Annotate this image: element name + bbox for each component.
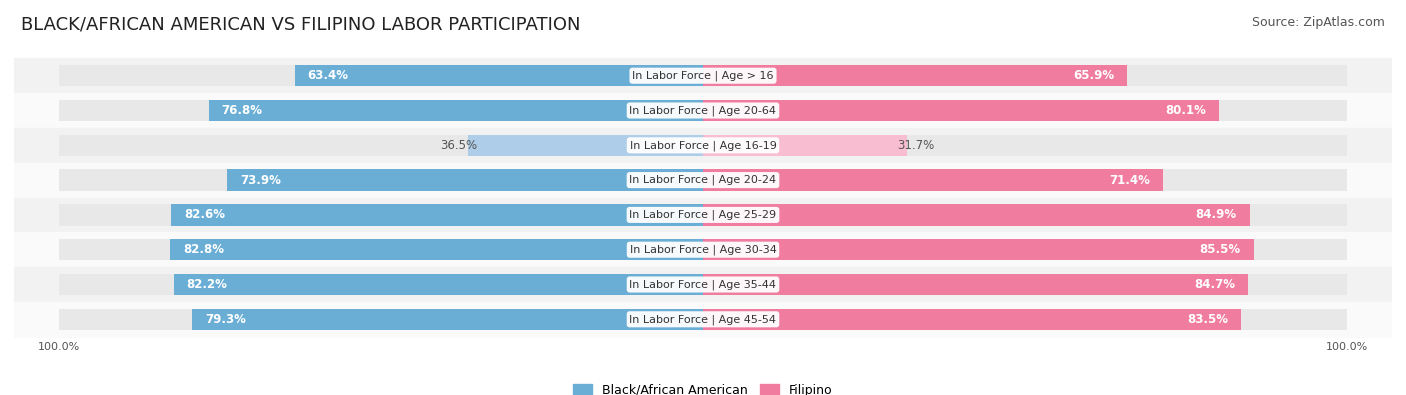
- Bar: [703, 169, 1347, 191]
- Text: 85.5%: 85.5%: [1199, 243, 1240, 256]
- Bar: [14, 163, 1392, 198]
- Bar: [172, 204, 703, 226]
- Text: In Labor Force | Age 20-64: In Labor Force | Age 20-64: [630, 105, 776, 116]
- Bar: [228, 169, 703, 191]
- Bar: [703, 204, 1347, 226]
- Bar: [59, 239, 703, 260]
- Bar: [59, 135, 703, 156]
- Text: 71.4%: 71.4%: [1109, 173, 1150, 186]
- Bar: [14, 302, 1392, 337]
- Text: 100.0%: 100.0%: [1326, 342, 1368, 352]
- Text: In Labor Force | Age 16-19: In Labor Force | Age 16-19: [630, 140, 776, 150]
- Legend: Black/African American, Filipino: Black/African American, Filipino: [568, 379, 838, 395]
- Bar: [208, 100, 703, 121]
- Bar: [14, 232, 1392, 267]
- Bar: [703, 65, 1347, 87]
- Text: In Labor Force | Age 45-54: In Labor Force | Age 45-54: [630, 314, 776, 325]
- Bar: [703, 135, 907, 156]
- Bar: [59, 274, 703, 295]
- Bar: [703, 204, 1250, 226]
- Text: BLACK/AFRICAN AMERICAN VS FILIPINO LABOR PARTICIPATION: BLACK/AFRICAN AMERICAN VS FILIPINO LABOR…: [21, 16, 581, 34]
- Bar: [703, 65, 1128, 87]
- Text: 84.7%: 84.7%: [1195, 278, 1236, 291]
- Text: 80.1%: 80.1%: [1166, 104, 1206, 117]
- Bar: [703, 135, 1347, 156]
- Bar: [14, 58, 1392, 93]
- Bar: [703, 100, 1347, 121]
- Bar: [703, 239, 1347, 260]
- Text: 31.7%: 31.7%: [897, 139, 935, 152]
- Bar: [703, 169, 1163, 191]
- Bar: [59, 65, 703, 87]
- Text: In Labor Force | Age 20-24: In Labor Force | Age 20-24: [630, 175, 776, 185]
- Bar: [59, 100, 703, 121]
- Text: 63.4%: 63.4%: [308, 69, 349, 82]
- Text: 83.5%: 83.5%: [1187, 313, 1227, 326]
- Text: 100.0%: 100.0%: [38, 342, 80, 352]
- Text: 73.9%: 73.9%: [240, 173, 281, 186]
- Text: In Labor Force | Age 30-34: In Labor Force | Age 30-34: [630, 245, 776, 255]
- Text: 79.3%: 79.3%: [205, 313, 246, 326]
- Bar: [14, 93, 1392, 128]
- Bar: [703, 308, 1347, 330]
- Bar: [703, 239, 1254, 260]
- Bar: [295, 65, 703, 87]
- Bar: [703, 100, 1219, 121]
- Bar: [59, 204, 703, 226]
- Text: 82.2%: 82.2%: [187, 278, 228, 291]
- Bar: [14, 128, 1392, 163]
- Bar: [170, 239, 703, 260]
- Bar: [703, 274, 1249, 295]
- Text: 65.9%: 65.9%: [1073, 69, 1115, 82]
- Text: In Labor Force | Age 35-44: In Labor Force | Age 35-44: [630, 279, 776, 290]
- Bar: [703, 308, 1240, 330]
- Bar: [193, 308, 703, 330]
- Bar: [59, 308, 703, 330]
- Bar: [174, 274, 703, 295]
- Text: In Labor Force | Age > 16: In Labor Force | Age > 16: [633, 70, 773, 81]
- Bar: [468, 135, 703, 156]
- Text: 84.9%: 84.9%: [1195, 209, 1237, 222]
- Text: In Labor Force | Age 25-29: In Labor Force | Age 25-29: [630, 210, 776, 220]
- Text: 82.8%: 82.8%: [183, 243, 224, 256]
- Bar: [703, 274, 1347, 295]
- Text: 36.5%: 36.5%: [440, 139, 478, 152]
- Text: Source: ZipAtlas.com: Source: ZipAtlas.com: [1251, 16, 1385, 29]
- Text: 82.6%: 82.6%: [184, 209, 225, 222]
- Text: 76.8%: 76.8%: [221, 104, 263, 117]
- Bar: [14, 267, 1392, 302]
- Bar: [59, 169, 703, 191]
- Bar: [14, 198, 1392, 232]
